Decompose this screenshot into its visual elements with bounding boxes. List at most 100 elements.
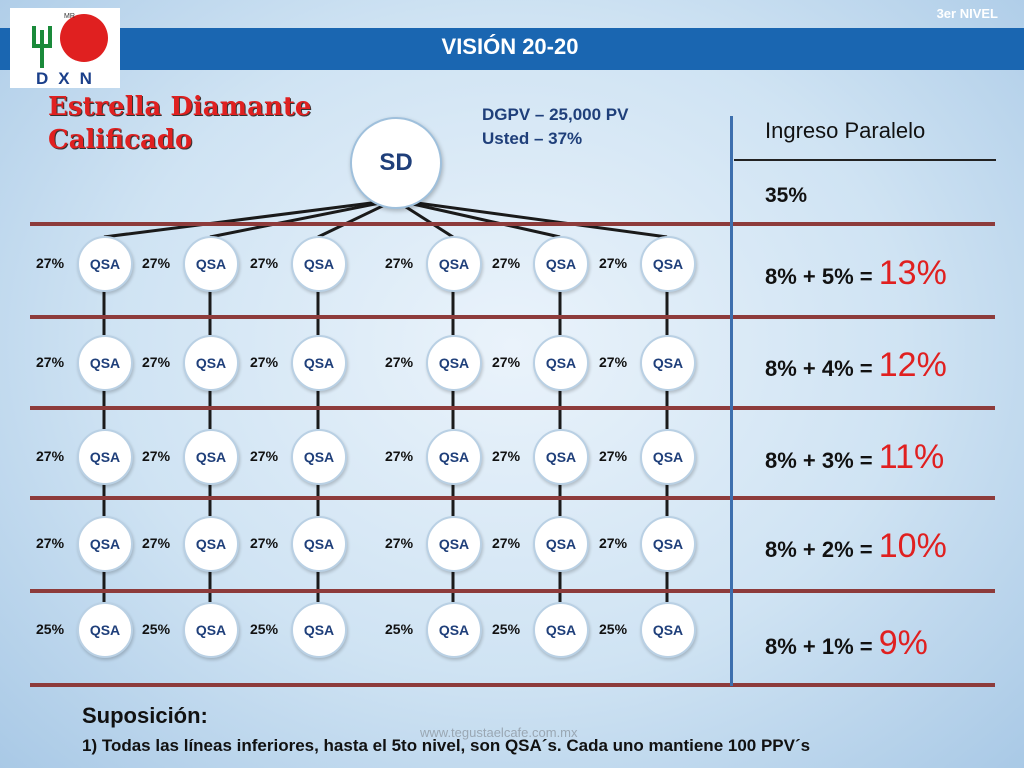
qsa-node: QSA: [640, 516, 696, 572]
parallel-row-1: 8% + 5% = 13%: [765, 254, 947, 293]
connector-line: [209, 198, 396, 239]
qsa-node: QSA: [640, 602, 696, 658]
qsa-node: QSA: [77, 516, 133, 572]
qsa-node: QSA: [291, 516, 347, 572]
node-percent: 27%: [599, 448, 628, 464]
node-percent: 27%: [36, 448, 65, 464]
usted-note: Usted – 37%: [482, 129, 583, 148]
parallel-base-percent: 35%: [765, 184, 808, 207]
node-percent: 27%: [250, 255, 279, 271]
node-percent: 27%: [142, 255, 171, 271]
qsa-node: QSA: [640, 236, 696, 292]
parallel-formula: 8% + 5% =: [765, 264, 879, 289]
node-percent: 27%: [492, 255, 521, 271]
header-bar: [0, 28, 1024, 70]
page-title: VISIÓN 20-20: [441, 34, 579, 59]
qsa-node: QSA: [533, 516, 589, 572]
qsa-node: QSA: [533, 236, 589, 292]
qsa-node: QSA: [291, 236, 347, 292]
node-percent: 25%: [492, 621, 521, 637]
node-percent: 25%: [142, 621, 171, 637]
qsa-node: QSA: [77, 335, 133, 391]
row-divider: [30, 406, 995, 410]
svg-text:MR: MR: [64, 13, 75, 20]
node-percent: 25%: [36, 621, 65, 637]
qsa-node: QSA: [183, 236, 239, 292]
row-divider: [30, 683, 995, 687]
parallel-row-4: 8% + 2% = 10%: [765, 527, 947, 566]
parallel-formula: 8% + 4% =: [765, 356, 879, 381]
qsa-node: QSA: [533, 429, 589, 485]
qsa-node: QSA: [77, 429, 133, 485]
node-percent: 27%: [385, 448, 414, 464]
qsa-node: QSA: [77, 602, 133, 658]
assumption-heading: Suposición:: [82, 703, 208, 728]
qsa-node: QSA: [183, 429, 239, 485]
node-percent: 27%: [385, 535, 414, 551]
node-percent: 27%: [492, 535, 521, 551]
connector-line: [394, 198, 561, 239]
level-label: 3er NIVEL: [936, 6, 998, 21]
qsa-node: QSA: [640, 429, 696, 485]
qsa-node: QSA: [426, 335, 482, 391]
qsa-node: QSA: [183, 335, 239, 391]
connector-line: [103, 198, 396, 239]
node-percent: 27%: [599, 535, 628, 551]
node-percent: 27%: [142, 354, 171, 370]
node-percent: 27%: [492, 448, 521, 464]
parallel-row-3: 8% + 3% = 11%: [765, 438, 944, 477]
qsa-node: QSA: [533, 335, 589, 391]
sd-root-node: SD: [350, 117, 442, 209]
parallel-row-2: 8% + 4% = 12%: [765, 346, 947, 385]
heading-line-2: Calificado: [48, 125, 193, 155]
node-percent: 27%: [142, 535, 171, 551]
row-divider: [30, 589, 995, 593]
parallel-result: 10%: [878, 527, 947, 565]
row-divider: [30, 496, 995, 500]
node-percent: 27%: [142, 448, 171, 464]
parallel-formula: 8% + 2% =: [765, 537, 879, 562]
node-percent: 25%: [599, 621, 628, 637]
qsa-node: QSA: [640, 335, 696, 391]
qsa-node: QSA: [426, 602, 482, 658]
qsa-node: QSA: [426, 516, 482, 572]
parallel-income-title: Ingreso Paralelo: [765, 118, 926, 143]
parallel-result: 12%: [878, 346, 947, 384]
parallel-formula: 8% + 3% =: [765, 448, 879, 473]
qsa-node: QSA: [533, 602, 589, 658]
qsa-node: QSA: [183, 602, 239, 658]
parallel-result: 13%: [878, 254, 947, 292]
qsa-node: QSA: [183, 516, 239, 572]
node-percent: 25%: [385, 621, 414, 637]
qsa-node: QSA: [426, 429, 482, 485]
row-divider: [30, 315, 995, 319]
node-percent: 27%: [250, 448, 279, 464]
node-percent: 27%: [250, 354, 279, 370]
node-percent: 27%: [36, 354, 65, 370]
node-percent: 27%: [385, 354, 414, 370]
qsa-node: QSA: [77, 236, 133, 292]
qsa-node: QSA: [291, 602, 347, 658]
dxn-logo: MR DXN: [10, 8, 120, 88]
node-percent: 27%: [36, 255, 65, 271]
qsa-node: QSA: [426, 236, 482, 292]
qsa-node: QSA: [291, 335, 347, 391]
node-percent: 27%: [599, 255, 628, 271]
node-percent: 27%: [492, 354, 521, 370]
connector-line: [394, 198, 668, 239]
node-percent: 25%: [250, 621, 279, 637]
parallel-result: 9%: [878, 624, 928, 662]
assumption-note: 1) Todas las líneas inferiores, hasta el…: [82, 736, 811, 755]
svg-text:DXN: DXN: [36, 69, 102, 88]
parallel-title-underline: [734, 159, 996, 161]
row-divider: [30, 222, 995, 226]
node-percent: 27%: [36, 535, 65, 551]
parallel-formula: 8% + 1% =: [765, 634, 879, 659]
node-percent: 27%: [250, 535, 279, 551]
node-percent: 27%: [599, 354, 628, 370]
dgpv-note: DGPV – 25,000 PV: [482, 105, 629, 124]
watermark: www.tegustaelcafe.com.mx: [420, 725, 578, 740]
column-divider: [730, 116, 733, 686]
node-percent: 27%: [385, 255, 414, 271]
